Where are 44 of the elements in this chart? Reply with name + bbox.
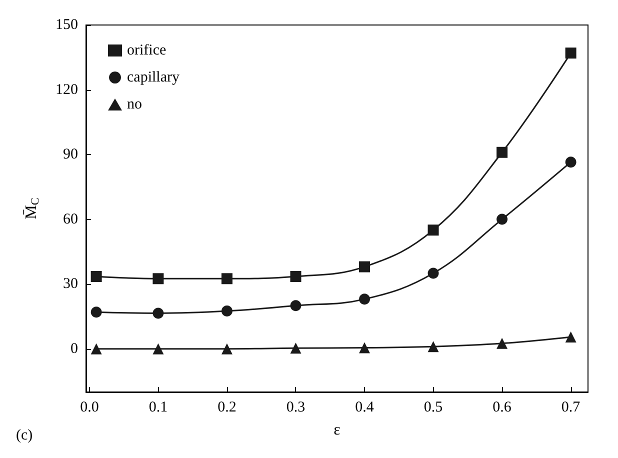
point (565, 48, 576, 59)
point (565, 331, 576, 342)
point (221, 343, 232, 354)
point (359, 342, 370, 354)
point (359, 261, 370, 272)
point (496, 146, 508, 158)
point (496, 338, 508, 349)
point (290, 271, 302, 282)
y-tick-label: 60 (63, 211, 78, 228)
point (90, 271, 102, 282)
x-tick-label: 0.1 (148, 400, 168, 416)
y-axis-title: M̄C (23, 198, 42, 220)
point (90, 306, 102, 318)
y-tick-label: 30 (63, 276, 78, 292)
y-tick-label: 0 (70, 340, 78, 357)
y-tick-label: 120 (56, 82, 78, 98)
x-tick-label: 0.2 (218, 400, 236, 416)
y-tick-label: 150 (56, 17, 78, 33)
y-tick-label: 90 (63, 146, 78, 163)
point (428, 341, 439, 352)
x-tick-label: 0.3 (286, 400, 306, 416)
text: (c) (16, 428, 33, 444)
x-tick-label: 0.0 (80, 400, 99, 416)
point (496, 214, 508, 225)
point (221, 273, 232, 284)
point (290, 300, 302, 312)
x-tick-label: 0.5 (424, 400, 443, 416)
point (152, 273, 164, 284)
legend-label: no (127, 96, 142, 112)
x-tick-label: 0.7 (561, 400, 581, 416)
point (428, 268, 439, 279)
point (290, 342, 302, 354)
point (152, 343, 164, 354)
point (221, 306, 232, 317)
legend-label: capillary (127, 70, 180, 86)
point (565, 156, 576, 168)
legend-label: orifice (127, 42, 166, 58)
point (90, 343, 102, 354)
point (359, 294, 370, 305)
point (428, 224, 439, 236)
point (152, 308, 164, 319)
x-tick-label: 0.4 (355, 400, 374, 416)
x-tick-label: 0.6 (492, 400, 512, 416)
x-axis-title: ε (334, 422, 341, 438)
